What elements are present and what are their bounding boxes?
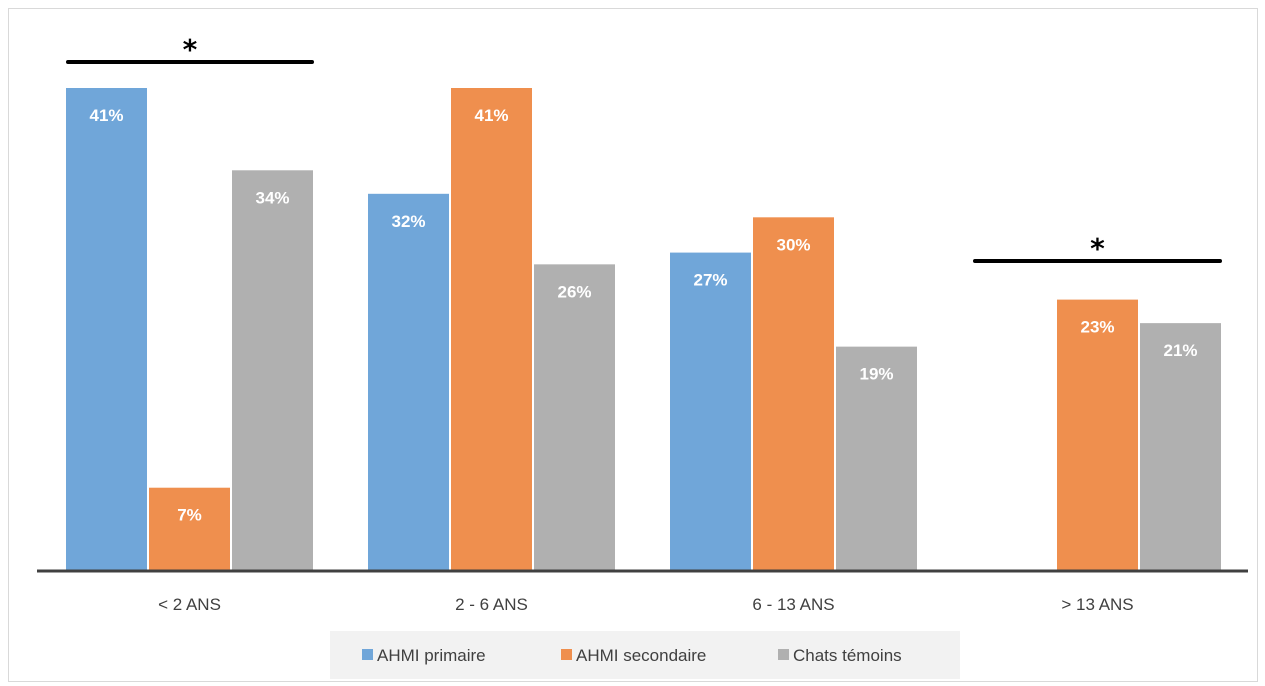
bar-ahmi-primaire-1	[368, 193, 449, 570]
data-label-ahmi-secondaire-0: 7%	[177, 506, 202, 525]
legend-swatch-ahmi-primaire	[362, 649, 373, 660]
x-tick-labels: < 2 ANS 2 - 6 ANS 6 - 13 ANS > 13 ANS	[158, 595, 1134, 614]
bar-chats-t-moins-2	[836, 346, 917, 570]
legend-label-chats-t-moins: Chats témoins	[793, 646, 902, 665]
bar-chats-t-moins-3	[1140, 323, 1221, 570]
data-label-chats-t-moins-1: 26%	[557, 282, 591, 301]
significance-annotations: **	[66, 33, 1222, 265]
data-label-chats-t-moins-2: 19%	[859, 365, 893, 384]
bar-ahmi-secondaire-3	[1057, 299, 1138, 570]
legend-label-ahmi-secondaire: AHMI secondaire	[576, 646, 706, 665]
bar-ahmi-secondaire-1	[451, 88, 532, 570]
bar-labels-group: 41% 7% 34% 32% 41% 26% 27% 30% 19% 23% 21%	[89, 106, 1197, 525]
data-label-ahmi-primaire-2: 27%	[693, 271, 727, 290]
x-tick-label-1: 2 - 6 ANS	[455, 595, 528, 614]
data-label-ahmi-primaire-0: 41%	[89, 106, 123, 125]
data-label-chats-t-moins-0: 34%	[255, 188, 289, 207]
x-tick-label-2: 6 - 13 ANS	[752, 595, 834, 614]
data-label-ahmi-secondaire-1: 41%	[474, 106, 508, 125]
legend-swatch-ahmi-secondaire	[561, 649, 572, 660]
bar-chats-t-moins-0	[232, 170, 313, 571]
data-label-chats-t-moins-3: 21%	[1163, 341, 1197, 360]
data-label-ahmi-primaire-1: 32%	[391, 212, 425, 231]
data-label-ahmi-secondaire-3: 23%	[1080, 318, 1114, 337]
bar-chats-t-moins-1	[534, 264, 615, 570]
bar-ahmi-primaire-0	[66, 88, 147, 570]
legend-label-ahmi-primaire: AHMI primaire	[377, 646, 486, 665]
significance-star-1: *	[1090, 232, 1105, 265]
data-label-ahmi-secondaire-2: 30%	[776, 235, 810, 254]
x-tick-label-3: > 13 ANS	[1061, 595, 1133, 614]
x-tick-label-0: < 2 ANS	[158, 595, 221, 614]
legend-swatch-chats-t-moins	[778, 649, 789, 660]
significance-star-0: *	[183, 33, 198, 66]
legend-background	[330, 631, 960, 679]
bar-ahmi-primaire-2	[670, 252, 751, 570]
bar-ahmi-secondaire-0	[149, 487, 230, 570]
bars-group	[66, 88, 1221, 571]
bar-ahmi-secondaire-2	[753, 217, 834, 570]
legend: AHMI primaire AHMI secondaire Chats témoin…	[330, 631, 960, 679]
